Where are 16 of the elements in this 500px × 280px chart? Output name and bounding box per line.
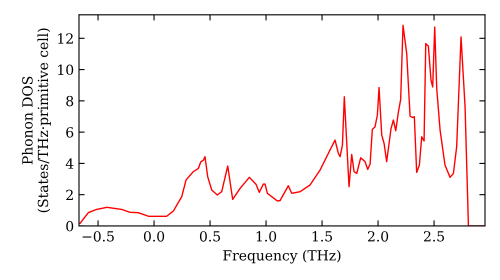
x-tick-label: 2.0 bbox=[368, 231, 388, 242]
y-tick-label: 4 bbox=[66, 158, 74, 169]
y-tick-label: 8 bbox=[66, 96, 74, 106]
x-tick-label: 1.5 bbox=[312, 231, 332, 242]
y-axis-title: Phonon DOS (States/THz·primitive cell) bbox=[22, 28, 51, 212]
x-tick-label: 0.0 bbox=[144, 231, 164, 242]
y-tick-label: 0 bbox=[66, 220, 74, 232]
x-axis-title: Frequency (THz) bbox=[223, 250, 340, 264]
y-tick-label: 2 bbox=[66, 190, 73, 200]
x-tick-label: 0.5 bbox=[200, 231, 220, 242]
y-tick-label: 12 bbox=[58, 33, 73, 44]
y-tick-label: 6 bbox=[66, 127, 74, 138]
y-tick-label: 10 bbox=[58, 64, 74, 76]
x-tick-label: −0.5 bbox=[82, 231, 114, 242]
x-tick-label: 2.5 bbox=[424, 231, 444, 242]
x-tick-label: 1.0 bbox=[256, 231, 276, 242]
